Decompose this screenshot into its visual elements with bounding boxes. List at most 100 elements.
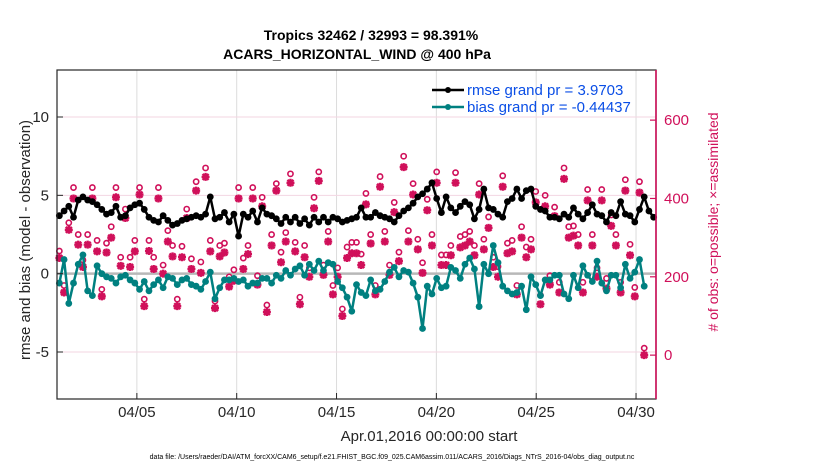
rmse-point [419, 190, 426, 198]
x-tick-label: 04/10 [218, 404, 256, 421]
obs-assimilated-marker [305, 272, 314, 281]
bias-point [305, 260, 313, 268]
bias-point [532, 281, 540, 289]
obs-assimilated-marker [187, 264, 196, 273]
obs-possible-marker [268, 231, 276, 238]
bias-point [452, 267, 459, 274]
obs-possible-marker [197, 258, 205, 266]
obs-possible-marker [70, 184, 77, 191]
rmse-point [202, 210, 209, 218]
y-right-tick-label: 200 [664, 269, 689, 286]
rmse-point [574, 210, 582, 218]
bias-point [621, 260, 629, 268]
bias-point [112, 279, 120, 287]
obs-assimilated-marker [569, 231, 578, 240]
bias-point [329, 260, 337, 268]
bias-point [296, 262, 304, 270]
rmse-point [287, 218, 294, 226]
obs-assimilated-marker [588, 241, 597, 250]
obs-possible-marker [239, 254, 247, 262]
obs-possible-marker [301, 242, 309, 249]
obs-possible-marker [480, 235, 488, 243]
obs-possible-marker [258, 193, 266, 201]
obs-possible-marker [145, 237, 153, 244]
obs-assimilated-marker [626, 251, 635, 260]
bias-point [353, 281, 360, 289]
obs-assimilated-marker [621, 186, 630, 195]
obs-assimilated-marker [177, 253, 186, 262]
bias-point [362, 292, 370, 299]
obs-possible-marker [126, 253, 134, 261]
rmse-point [442, 193, 450, 201]
rmse-point [140, 206, 148, 213]
obs-possible-marker [192, 178, 200, 186]
bias-point [527, 273, 535, 281]
obs-possible-marker [404, 227, 412, 235]
bias-point [598, 279, 606, 287]
obs-assimilated-marker [380, 237, 389, 246]
obs-assimilated-marker [277, 258, 286, 267]
obs-possible-marker [230, 266, 238, 274]
obs-assimilated-marker [597, 196, 606, 205]
obs-possible-marker [584, 186, 592, 193]
obs-possible-marker [164, 227, 172, 235]
legend-rmse-label: rmse grand pr = 3.9703 [467, 82, 623, 99]
obs-assimilated-marker [272, 186, 281, 195]
obs-assimilated-marker [149, 264, 158, 273]
obs-possible-marker [419, 259, 426, 267]
obs-possible-marker [74, 231, 82, 238]
obs-assimilated-marker [465, 237, 474, 246]
bias-point [338, 284, 346, 292]
x-tick-label: 04/15 [318, 404, 356, 421]
obs-assimilated-marker [310, 204, 319, 213]
rmse-point [291, 213, 299, 221]
bias-point [603, 287, 610, 295]
rmse-point [277, 220, 285, 227]
bias-point [263, 274, 271, 282]
rmse-point [428, 179, 436, 187]
obs-assimilated-marker [616, 288, 625, 297]
obs-assimilated-marker [399, 163, 408, 172]
y-tick-label: 10 [32, 109, 49, 126]
rmse-point [70, 213, 77, 221]
rmse-point [112, 202, 120, 210]
rmse-point [598, 212, 606, 220]
rmse-point [636, 206, 643, 213]
rmse-point [235, 232, 242, 240]
obs-possible-marker [471, 242, 478, 249]
bias-point [423, 282, 431, 290]
bias-point [588, 278, 596, 285]
bias-point [386, 268, 393, 276]
bias-point [348, 307, 356, 315]
bias-point [55, 279, 63, 287]
rmse-point [249, 207, 257, 215]
bias-point [131, 279, 139, 287]
obs-possible-marker [88, 184, 96, 191]
rmse-series [55, 179, 658, 240]
obs-assimilated-marker [291, 247, 300, 256]
obs-assimilated-marker [74, 240, 83, 249]
rmse-point [230, 210, 238, 218]
obs-possible-marker [206, 237, 214, 244]
obs-possible-marker [353, 238, 360, 246]
obs-possible-marker [626, 240, 634, 248]
bias-point [343, 293, 351, 301]
y-tick-label: 0 [41, 266, 49, 283]
rmse-point [272, 215, 280, 223]
obs-assimilated-marker [107, 233, 116, 242]
obs-possible-marker [447, 242, 455, 249]
bias-point [310, 267, 318, 274]
bias-point [60, 256, 68, 263]
bias-point [202, 278, 209, 285]
rmse-point [305, 221, 313, 229]
obs-possible-marker [395, 248, 403, 256]
obs-assimilated-marker [560, 174, 569, 183]
obs-possible-marker [249, 184, 257, 191]
obs-assimilated-marker [319, 270, 328, 279]
obs-assimilated-marker [126, 263, 135, 272]
obs-assimilated-marker [262, 308, 271, 317]
obs-assimilated-marker [437, 261, 446, 270]
bias-point [471, 265, 478, 273]
obs-possible-marker [117, 253, 125, 261]
